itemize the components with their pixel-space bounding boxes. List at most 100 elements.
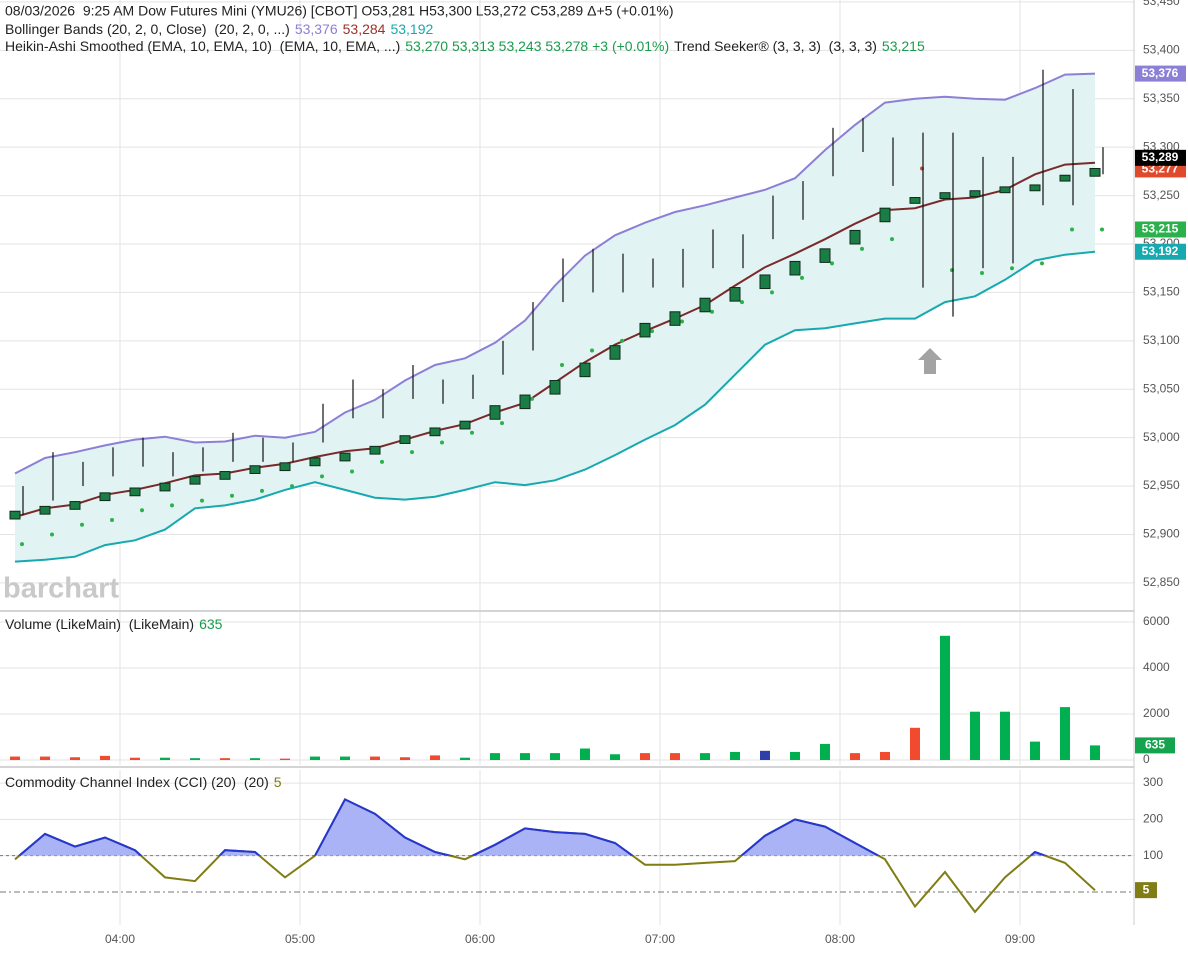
trend-dot	[680, 319, 684, 324]
volume-bar	[1060, 707, 1070, 761]
trend-dot	[890, 237, 894, 242]
volume-bar	[940, 635, 950, 761]
heikin-ashi-candle	[399, 435, 411, 444]
volume-bar	[730, 751, 740, 761]
legend-value: 53,192	[390, 21, 433, 37]
y-tick-label: 300	[1143, 775, 1163, 789]
trend-dot	[770, 290, 774, 295]
signal-arrow	[918, 348, 942, 374]
bollinger-lower	[14, 250, 1096, 563]
volume-bar	[40, 756, 50, 761]
volume-bar	[220, 758, 230, 761]
heikin-ashi-candle	[1059, 174, 1071, 182]
volume-bar	[430, 755, 440, 761]
bollinger-legend: Bollinger Bands (20, 2, 0, Close) (20, 2…	[5, 21, 434, 37]
volume-bar	[1090, 745, 1100, 761]
y-tick-label: 53,400	[1143, 43, 1180, 57]
y-tick-label: 4000	[1143, 660, 1170, 674]
trend-dot	[80, 522, 84, 527]
heikin-ashi-candle	[699, 297, 711, 313]
y-tick-label: 53,150	[1143, 285, 1180, 299]
heikin-ashi-candle	[189, 475, 201, 485]
heikin-ashi-candle	[639, 322, 651, 338]
legend-value: 53,284	[343, 21, 386, 37]
volume-bar	[760, 750, 770, 761]
volume-legend: Volume (LikeMain) (LikeMain) 635	[5, 616, 223, 632]
trend-dot	[1070, 227, 1074, 232]
volume-bar	[70, 757, 80, 761]
value-flag	[1135, 737, 1175, 754]
volume-bar	[1030, 741, 1040, 761]
trend-dot	[560, 363, 564, 368]
volume-bar	[970, 711, 980, 761]
trend-dot	[740, 300, 744, 305]
trend-dot	[800, 275, 804, 280]
trend-dot	[170, 503, 174, 508]
x-tick-label: 06:00	[465, 932, 495, 946]
heikin-ashi-candle	[39, 505, 51, 515]
volume-bar	[700, 753, 710, 761]
volume-bar	[250, 758, 260, 761]
trend-dot	[140, 508, 144, 513]
trend-dot	[830, 261, 834, 266]
cci-fill	[15, 799, 1095, 856]
trend-dot	[1100, 227, 1104, 232]
price-flag-label: 53,376	[1142, 66, 1179, 80]
legend-label: Volume (LikeMain) (LikeMain)	[5, 616, 194, 632]
heikin-ashi-candle	[909, 197, 921, 204]
heikin-ashi-candle	[819, 248, 831, 263]
heikin-ashi-candle	[879, 207, 891, 223]
legend-label: Heikin-Ashi Smoothed (EMA, 10, EMA, 10) …	[5, 38, 400, 54]
heikin-ashi-candle	[549, 380, 561, 395]
legend-value: 53,270 53,313 53,243 53,278 +3 (+0.01%)	[405, 38, 669, 54]
trend-dot	[860, 246, 864, 251]
heikin-ashi-candle	[849, 229, 861, 245]
trend-dot	[260, 488, 264, 493]
price-flag-label: 53,192	[1142, 244, 1179, 258]
marks-layer	[0, 69, 1134, 914]
heikin-ashi-candle	[489, 405, 501, 420]
x-tick-label: 08:00	[825, 932, 855, 946]
volume-bar	[490, 753, 500, 761]
legend-label: Bollinger Bands (20, 2, 0, Close) (20, 2…	[5, 21, 290, 37]
heikin-ashi-candle	[99, 492, 111, 502]
y-tick-label: 0	[1143, 752, 1150, 766]
heikin-ashi-candle	[129, 487, 141, 497]
legend-value: 53,215	[882, 38, 925, 54]
value-flag-label: 5	[1143, 882, 1150, 896]
heikin-ashi-candle	[1029, 184, 1041, 192]
trend-dot	[980, 271, 984, 276]
heikin-ashi-candle	[729, 287, 741, 302]
trend-dot	[1040, 261, 1044, 266]
volume-bar	[610, 754, 620, 761]
trend-dot	[380, 459, 384, 464]
trend-dot	[710, 309, 714, 314]
legend-value: 53,376	[295, 21, 338, 37]
legend-value: 635	[199, 616, 223, 632]
volume-bar	[460, 757, 470, 761]
cci-line-above	[17, 798, 1049, 856]
y-tick-label: 53,100	[1143, 333, 1180, 347]
y-tick-label: 200	[1143, 812, 1163, 826]
y-tick-label: 52,850	[1143, 575, 1180, 589]
bollinger-upper	[14, 72, 1096, 475]
y-tick-label: 100	[1143, 848, 1163, 862]
heikin-ashi-candle	[669, 311, 681, 326]
trend-dot	[440, 440, 444, 445]
x-tick-label: 05:00	[285, 932, 315, 946]
heikin-ashi-candle	[369, 445, 381, 455]
trend-dot	[320, 474, 324, 479]
price-flag	[1135, 149, 1186, 166]
volume-bar	[160, 757, 170, 761]
heikin-ashi-candle	[999, 186, 1011, 194]
heikin-ashi-legend: Heikin-Ashi Smoothed (EMA, 10, EMA, 10) …	[5, 38, 925, 54]
heikin-ashi-candle	[69, 501, 81, 510]
volume-bar	[850, 753, 860, 761]
y-tick-label: 53,450	[1143, 0, 1180, 8]
heikin-ashi-candle	[459, 420, 471, 430]
volume-bar	[640, 753, 650, 761]
volume-bar	[820, 743, 830, 761]
cci-legend: Commodity Channel Index (CCI) (20) (20) 5	[5, 774, 282, 790]
